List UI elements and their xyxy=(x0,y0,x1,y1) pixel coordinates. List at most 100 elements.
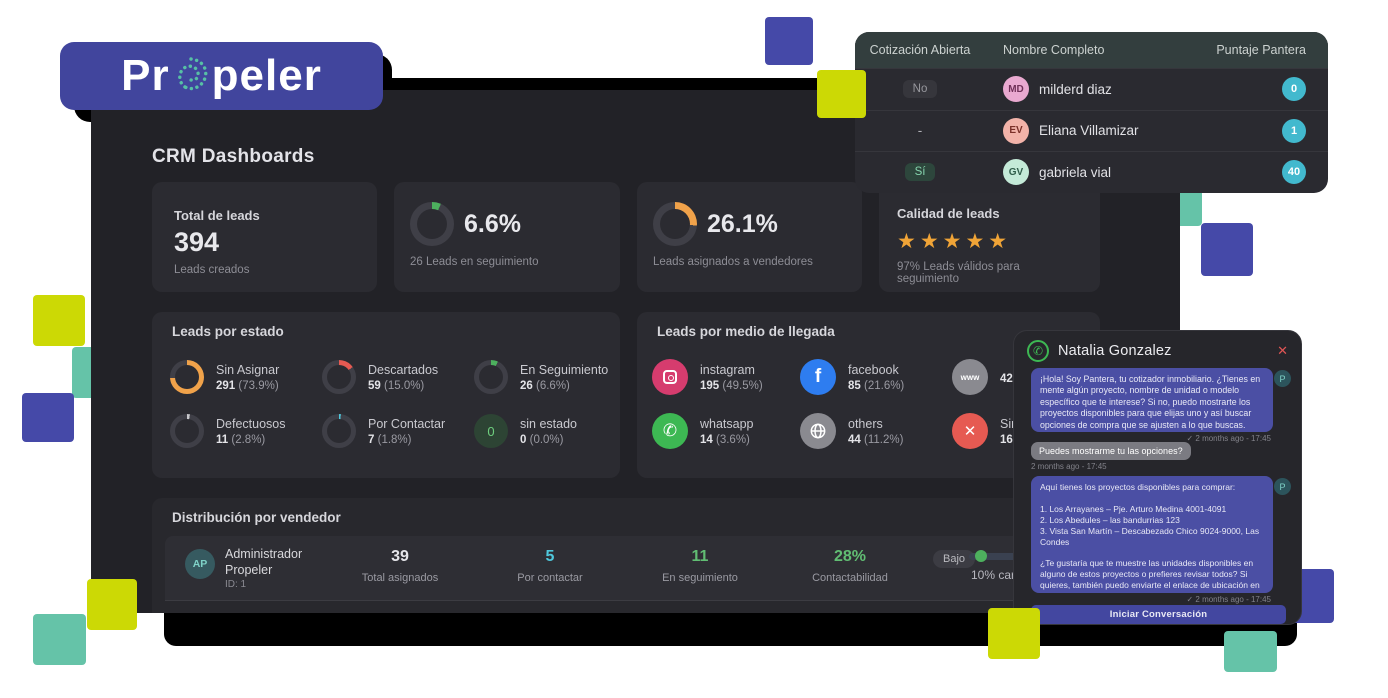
vendor-stat-total: 39 Total asignados xyxy=(345,548,455,584)
logo-text-post: peler xyxy=(211,51,322,100)
estado-item-descartados: Descartados 59 (15.0%) xyxy=(322,360,438,394)
stat-card-value: 26.1% xyxy=(707,210,778,238)
estado-count: 291 (73.9%) xyxy=(216,379,279,392)
donut-icon xyxy=(322,414,356,448)
bot-message-bubble: ¡Hola! Soy Pantera, tu cotizador inmobil… xyxy=(1031,368,1273,432)
dashboard-title: CRM Dashboards xyxy=(152,146,315,167)
panel-title: Distribución por vendedor xyxy=(172,510,341,525)
medio-count: 85 (21.6%) xyxy=(848,379,905,392)
instagram-icon xyxy=(652,359,688,395)
load-progress-dot xyxy=(975,550,987,562)
estado-label: En Seguimiento xyxy=(520,362,609,377)
chat-contact-name: Natalia Gonzalez xyxy=(1058,343,1172,359)
stat-card-asignados: 26.1% Leads asignados a vendedores xyxy=(637,182,862,292)
medio-item-facebook: f facebook 85 (21.6%) xyxy=(800,359,904,395)
medio-count: 14 (3.6%) xyxy=(700,433,750,446)
star-rating-icon: ★★★★★ xyxy=(897,230,1012,253)
chat-header: ✆ Natalia Gonzalez ✕ xyxy=(1027,340,1288,362)
quote-badge: Sí xyxy=(904,163,936,182)
vendor-name-line1: Administrador xyxy=(225,547,303,561)
decor-square-teal-bottomleft xyxy=(33,614,86,665)
stat-card-seguimiento: 6.6% 26 Leads en seguimiento xyxy=(394,182,620,292)
stat-card-caption: 97% Leads válidos para seguimiento xyxy=(897,261,1020,285)
panel-title: Leads por medio de llegada xyxy=(657,324,835,339)
lead-name: milderd diaz xyxy=(1039,81,1112,97)
vendor-name-line2: Propeler xyxy=(225,563,273,577)
vendor-stat-por-contactar: 5 Por contactar xyxy=(495,548,605,584)
medio-count: 44 (11.2%) xyxy=(848,433,904,446)
stat-card-value: 6.6% xyxy=(464,210,521,238)
estado-item-defectuosos: Defectuosos 11 (2.8%) xyxy=(170,414,285,448)
decor-square-yellow-table xyxy=(817,70,866,118)
whatsapp-icon: ✆ xyxy=(652,413,688,449)
www-globe-icon: www xyxy=(952,359,988,395)
medio-label: facebook xyxy=(848,362,899,377)
bot-avatar: P xyxy=(1274,370,1291,387)
vendor-stat-label: En seguimiento xyxy=(662,572,738,584)
propeler-logo-text: Pr peler xyxy=(121,51,322,101)
decor-square-yellow-bottom xyxy=(988,608,1040,659)
estado-label: Por Contactar xyxy=(368,416,446,431)
donut-chart-seguimiento xyxy=(410,202,454,246)
estado-item-en-seguimiento: En Seguimiento 26 (6.6%) xyxy=(474,360,608,394)
donut-icon xyxy=(474,360,508,394)
close-icon[interactable]: ✕ xyxy=(1277,343,1288,358)
vendor-stat-label: Contactabilidad xyxy=(812,572,888,584)
vendor-avatar: AP xyxy=(185,549,215,579)
lead-name: gabriela vial xyxy=(1039,164,1112,180)
bot-message-bubble: Aquí tienes los proyectos disponibles pa… xyxy=(1031,476,1273,593)
estado-count: 0 (0.0%) xyxy=(520,433,564,446)
start-conversation-button[interactable]: Iniciar Conversación xyxy=(1031,605,1286,624)
decor-square-indigo-top xyxy=(765,17,813,65)
decor-square-indigo-right xyxy=(1201,223,1253,276)
stat-card-label: Total de leads xyxy=(174,208,260,223)
score-badge: 1 xyxy=(1282,118,1306,143)
donut-hole xyxy=(660,209,690,239)
whatsapp-icon: ✆ xyxy=(1027,340,1049,362)
table-row[interactable]: - EV Eliana Villamizar 1 xyxy=(855,109,1328,152)
message-timestamp: ✓ 2 months ago - 17:45 xyxy=(1186,595,1271,604)
user-message-bubble: Puedes mostrarme tu las opciones? xyxy=(1031,442,1191,460)
decor-square-teal-bottom xyxy=(1224,631,1277,672)
medio-item-whatsapp: ✆ whatsapp 14 (3.6%) xyxy=(652,413,754,449)
vendor-row[interactable]: AP Administrador Propeler ID: 1 39 Total… xyxy=(165,536,1169,601)
estado-item-por-contactar: Por Contactar 7 (1.8%) xyxy=(322,414,445,448)
table-row[interactable]: Sí GV gabriela vial 40 xyxy=(855,151,1328,193)
table-row[interactable]: No MD milderd diaz 0 xyxy=(855,68,1328,110)
medio-item-instagram: instagram 195 (49.5%) xyxy=(652,359,763,395)
decor-square-yellow-left xyxy=(33,295,85,346)
donut-chart-asignados xyxy=(653,202,697,246)
estado-label: Sin Asignar xyxy=(216,362,280,377)
estado-label: sin estado xyxy=(520,416,577,431)
vendor-stat-value: 11 xyxy=(691,548,709,565)
donut-icon xyxy=(170,414,204,448)
avatar: EV xyxy=(1003,117,1029,144)
vendor-id: ID: 1 xyxy=(225,579,247,590)
table-header-row: Cotización Abierta Nombre Completo Punta… xyxy=(855,32,1328,68)
estado-item-sin-estado: 0 sin estado 0 (0.0%) xyxy=(474,414,577,448)
stat-card-caption: Leads asignados a vendedores xyxy=(653,256,813,268)
avatar: GV xyxy=(1003,159,1029,186)
column-header-nombre: Nombre Completo xyxy=(1003,43,1105,57)
message-timestamp: ✓ 2 months ago - 17:45 xyxy=(1186,434,1271,443)
propeler-logo: Pr peler xyxy=(60,42,383,110)
decor-square-yellow-bottomleft xyxy=(87,579,137,630)
x-circle-icon: ✕ xyxy=(952,413,988,449)
vendor-stat-value: 39 xyxy=(391,548,409,565)
donut-icon xyxy=(322,360,356,394)
spiral-o-icon xyxy=(177,57,208,91)
panel-title: Leads por estado xyxy=(172,324,284,339)
vendor-stat-value: 28% xyxy=(833,548,867,565)
decor-square-indigo-left xyxy=(22,393,74,442)
column-header-puntaje: Puntaje Pantera xyxy=(1216,43,1306,57)
globe-icon xyxy=(800,413,836,449)
medio-label: others xyxy=(848,416,883,431)
estado-count: 7 (1.8%) xyxy=(368,433,412,446)
lead-name: Eliana Villamizar xyxy=(1039,123,1139,139)
medio-label: whatsapp xyxy=(700,416,754,431)
status-badge-bajo: Bajo xyxy=(933,550,976,568)
estado-item-sin-asignar: Sin Asignar 291 (73.9%) xyxy=(170,360,279,394)
stat-card-total-leads: Total de leads 394 Leads creados xyxy=(152,182,377,292)
column-header-cotizacion: Cotización Abierta xyxy=(869,43,971,57)
vendor-stat-en-seguimiento: 11 En seguimiento xyxy=(645,548,755,584)
